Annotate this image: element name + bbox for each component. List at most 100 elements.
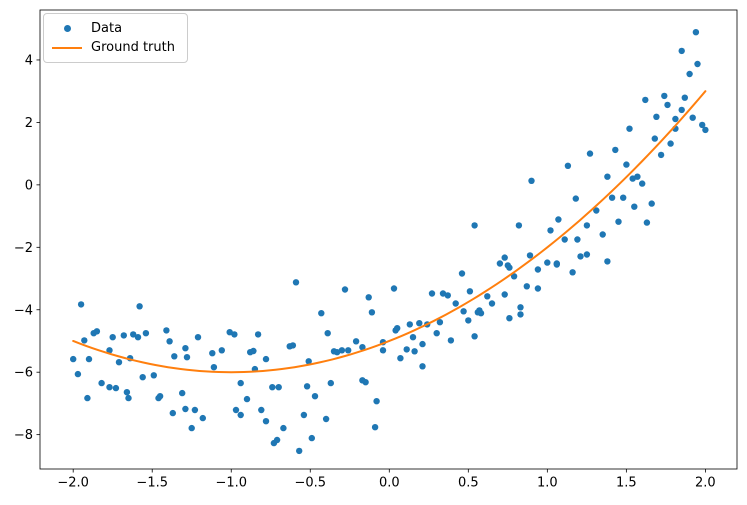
data-point — [237, 379, 244, 387]
data-point — [232, 406, 240, 414]
data-point — [612, 146, 619, 154]
data-point — [664, 101, 671, 109]
data-point — [74, 370, 82, 378]
data-point — [667, 140, 674, 147]
data-point — [191, 406, 199, 414]
data-point — [338, 347, 346, 354]
data-point — [327, 379, 334, 387]
y-tick-label: 0 — [25, 178, 33, 193]
data-point — [631, 203, 638, 210]
data-point — [458, 270, 466, 277]
data-point — [106, 384, 113, 391]
data-point — [371, 424, 379, 431]
data-point — [648, 200, 655, 207]
data-point — [564, 162, 572, 169]
data-point — [84, 394, 91, 402]
data-point — [639, 180, 646, 187]
data-marker-swatch — [52, 25, 82, 32]
data-point — [484, 293, 491, 300]
data-point — [179, 389, 186, 397]
data-point — [534, 266, 542, 273]
data-point — [504, 262, 511, 269]
data-point — [362, 379, 369, 386]
data-point — [397, 355, 404, 362]
data-point — [130, 331, 137, 338]
data-point — [308, 434, 315, 442]
data-point — [262, 418, 270, 425]
data-point — [166, 338, 173, 345]
data-point — [112, 384, 120, 392]
data-point — [599, 231, 606, 238]
data-point — [678, 47, 685, 55]
data-point — [651, 135, 658, 142]
data-point — [411, 348, 418, 355]
data-point — [250, 347, 257, 355]
data-point — [694, 60, 701, 68]
data-point — [686, 70, 693, 78]
data-point — [109, 334, 116, 341]
data-point — [439, 290, 447, 297]
data-point — [506, 315, 513, 322]
data-point — [477, 310, 485, 317]
data-point — [390, 285, 398, 292]
data-point — [182, 405, 189, 413]
data-point — [643, 219, 651, 226]
data-point — [547, 227, 554, 234]
data-point — [289, 342, 297, 349]
data-point — [70, 355, 77, 363]
data-point — [604, 173, 611, 180]
line-icon — [52, 46, 82, 49]
data-point — [615, 218, 622, 225]
data-point — [681, 94, 688, 101]
y-tick-label: 2 — [25, 116, 33, 131]
data-point — [183, 354, 191, 361]
data-point — [136, 303, 143, 310]
data-point — [322, 415, 330, 423]
data-point — [583, 251, 591, 258]
x-tick-label: −0.5 — [294, 476, 326, 491]
data-point — [510, 273, 518, 280]
data-point — [634, 173, 641, 180]
data-point — [280, 424, 287, 432]
data-point — [436, 319, 444, 326]
data-point — [125, 394, 132, 402]
legend: Data Ground truth — [43, 13, 188, 63]
y-axis: −8 −6 −4 −2 0 2 4 — [14, 53, 40, 443]
data-point — [488, 300, 496, 307]
data-point — [642, 96, 649, 104]
data-point — [254, 331, 262, 338]
data-point — [182, 345, 189, 352]
x-tick-label: 0.0 — [379, 476, 400, 491]
data-point — [623, 161, 630, 168]
legend-label-data: Data — [91, 21, 123, 36]
data-point — [324, 330, 331, 337]
data-point — [471, 333, 478, 340]
data-point — [544, 259, 551, 266]
data-point — [262, 355, 270, 363]
data-point — [574, 236, 581, 243]
data-point — [515, 222, 523, 229]
data-point — [517, 311, 524, 318]
data-point — [501, 254, 508, 261]
data-point — [593, 207, 600, 214]
data-point — [269, 384, 276, 391]
data-point — [433, 330, 440, 337]
data-point — [409, 334, 417, 341]
x-tick-label: −2.0 — [57, 476, 89, 491]
data-point — [626, 125, 633, 132]
data-point — [194, 334, 202, 341]
y-tick-label: −2 — [14, 241, 33, 256]
data-point — [577, 253, 584, 260]
data-point — [150, 372, 157, 379]
data-point — [394, 325, 401, 332]
data-point — [275, 384, 282, 391]
y-tick-label: −4 — [14, 303, 33, 318]
data-point — [188, 424, 195, 432]
data-point — [406, 321, 413, 328]
data-point — [123, 389, 131, 396]
data-point — [657, 151, 665, 159]
data-point — [345, 347, 352, 354]
data-point — [318, 310, 325, 317]
ground-truth-curve — [72, 90, 707, 374]
